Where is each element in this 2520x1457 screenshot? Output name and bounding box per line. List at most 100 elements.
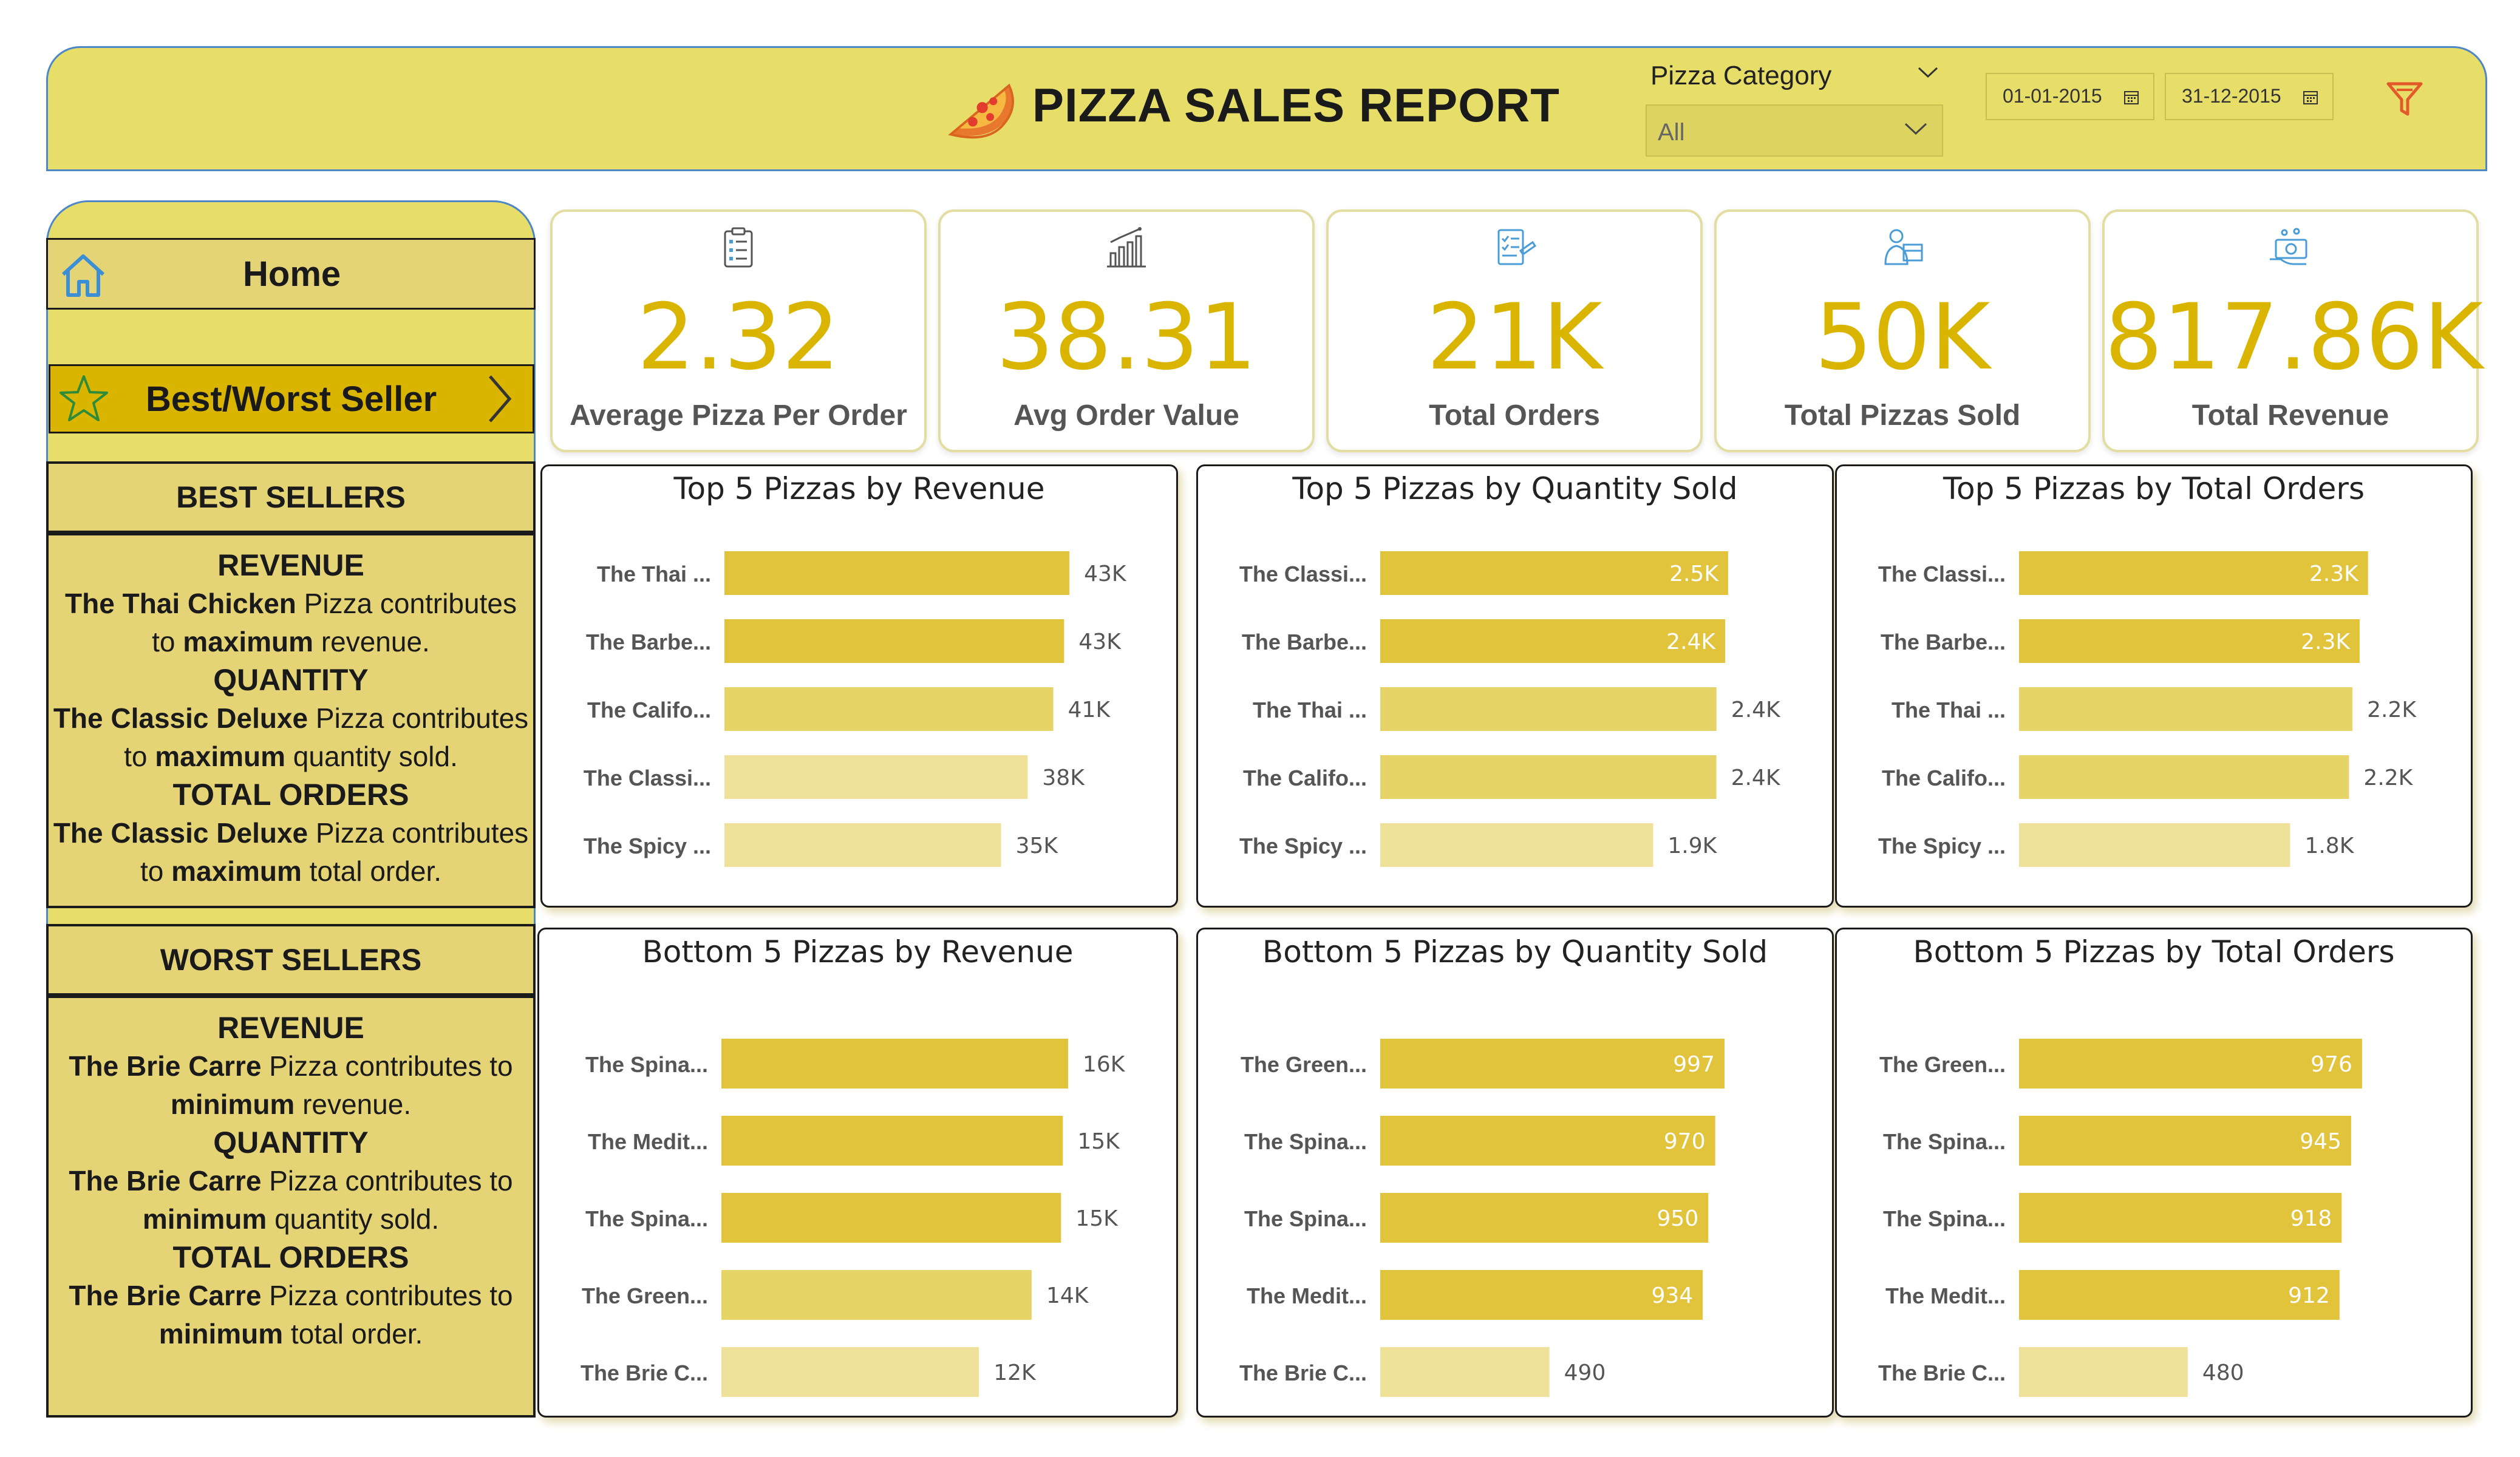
- home-button[interactable]: [46, 238, 536, 310]
- data-label: 15K: [1075, 1206, 1119, 1231]
- data-label: 2.5K: [1669, 562, 1719, 586]
- worst-sellers-title: WORST SELLERS: [160, 943, 422, 977]
- data-label: 2.4K: [1731, 766, 1781, 790]
- summary-text: Pizza contributes to: [261, 1050, 513, 1082]
- bar[interactable]: [724, 755, 1028, 799]
- delivery-person-icon: [1884, 229, 1923, 265]
- data-label: 41K: [1068, 698, 1111, 722]
- bar[interactable]: [2019, 1193, 2342, 1243]
- bar[interactable]: [2019, 823, 2290, 867]
- summary-emphasis: The Classic Deluxe: [53, 817, 308, 849]
- bar[interactable]: [1380, 1039, 1725, 1089]
- data-label: 976: [2311, 1052, 2352, 1077]
- data-label: 43K: [1084, 562, 1127, 586]
- worst-sellers-header: WORST SELLERS: [46, 924, 536, 996]
- summary-emphasis: The Classic Deluxe: [53, 702, 308, 734]
- category-label: The Thai ...: [1892, 698, 2006, 722]
- home-button-label[interactable]: Home: [243, 254, 341, 294]
- chevron-down-icon[interactable]: [1913, 61, 1943, 85]
- category-label: The Spina...: [1883, 1206, 2006, 1231]
- home-icon[interactable]: [56, 248, 111, 302]
- bar-chart: The Classi... 2.3K The Barbe... 2.3K The Tha…: [1878, 551, 2417, 867]
- data-label: 997: [1673, 1052, 1715, 1077]
- category-label: The Spina...: [1244, 1206, 1367, 1231]
- bar[interactable]: [1380, 1270, 1703, 1320]
- data-label: 950: [1657, 1206, 1699, 1231]
- data-label: 918: [2290, 1206, 2332, 1231]
- bar[interactable]: [2019, 1116, 2351, 1166]
- summary-text: to: [124, 741, 155, 772]
- bar[interactable]: [721, 1039, 1068, 1089]
- bar[interactable]: [721, 1116, 1063, 1166]
- summary-line: The Classic Deluxe Pizza contributes: [49, 814, 533, 852]
- data-label: 43K: [1078, 630, 1122, 654]
- bar[interactable]: [2019, 1347, 2188, 1397]
- summary-line: to maximum total order.: [49, 852, 533, 891]
- data-label: 480: [2202, 1360, 2244, 1385]
- category-label: The Brie C...: [581, 1360, 708, 1385]
- bar[interactable]: [1380, 755, 1717, 799]
- bar[interactable]: [2019, 755, 2349, 799]
- best-worst-seller-button[interactable]: [49, 364, 534, 433]
- bar-chart: The Classi... 2.5K The Barbe... 2.4K The Tha…: [1239, 551, 1781, 867]
- summary-line: The Brie Carre Pizza contributes to: [49, 1277, 533, 1315]
- bar[interactable]: [2019, 619, 2360, 663]
- chart-title: Bottom 5 Pizzas by Quantity Sold: [1262, 934, 1768, 970]
- chevron-right-icon[interactable]: [483, 372, 516, 426]
- category-label: The Medit...: [1247, 1283, 1367, 1308]
- calendar-icon[interactable]: [2302, 89, 2319, 106]
- bar[interactable]: [1380, 551, 1728, 595]
- category-label: The Barbe...: [1881, 630, 2006, 654]
- start-date-value: 01-01-2015: [2003, 85, 2102, 107]
- bar[interactable]: [1380, 619, 1726, 663]
- bar[interactable]: [1380, 823, 1653, 867]
- data-label: 38K: [1042, 766, 1085, 790]
- summary-emphasis: The Thai Chicken: [65, 588, 296, 619]
- kpi-label: Total Pizzas Sold: [1784, 399, 2021, 432]
- bar[interactable]: [2019, 551, 2368, 595]
- bar[interactable]: [1380, 1193, 1709, 1243]
- kpi-card-total-pizzas-sold: 50K Total Pizzas Sold: [1714, 209, 2091, 452]
- start-date-picker[interactable]: 01-01-2015: [1986, 73, 2154, 120]
- bar[interactable]: [721, 1347, 979, 1397]
- best-sellers-summary: REVENUE The Thai Chicken Pizza contribute…: [46, 533, 536, 908]
- calendar-icon[interactable]: [2123, 89, 2140, 106]
- category-label: The Green...: [1241, 1052, 1367, 1077]
- best-worst-seller-label[interactable]: Best/Worst Seller: [146, 379, 437, 419]
- summary-heading: QUANTITY: [213, 1126, 369, 1160]
- kpi-value: 21K: [1426, 285, 1602, 390]
- data-label: 12K: [993, 1360, 1037, 1385]
- summary-line: The Brie Carre Pizza contributes to: [49, 1047, 533, 1085]
- category-label: The Brie C...: [1239, 1360, 1367, 1385]
- bar[interactable]: [1380, 1347, 1550, 1397]
- summary-heading: TOTAL ORDERS: [172, 778, 409, 812]
- summary-text: revenue.: [295, 1089, 412, 1120]
- filter-icon[interactable]: [2383, 78, 2426, 120]
- page-title: PIZZA SALES REPORT: [1032, 78, 1560, 132]
- pizza-slice-icon: [948, 83, 1014, 139]
- bar[interactable]: [724, 823, 1001, 867]
- bar[interactable]: [2019, 1270, 2340, 1320]
- summary-text: Pizza contributes: [296, 588, 517, 619]
- summary-text: to: [140, 855, 172, 887]
- category-dropdown[interactable]: [1646, 104, 1943, 157]
- summary-text: Pizza contributes: [308, 702, 529, 734]
- bar[interactable]: [724, 619, 1064, 663]
- bar[interactable]: [1380, 687, 1717, 731]
- summary-line: to maximum revenue.: [49, 623, 533, 661]
- bar[interactable]: [721, 1270, 1032, 1320]
- summary-text: to: [152, 626, 183, 657]
- summary-text: quantity sold.: [267, 1203, 440, 1235]
- bar[interactable]: [724, 551, 1070, 595]
- dropdown-chevron-icon[interactable]: [1901, 117, 1931, 141]
- bar-chart: The Thai ... 43K The Barbe... 43K The Califo…: [584, 551, 1127, 867]
- category-label: The Classi...: [1239, 562, 1367, 586]
- bar[interactable]: [721, 1193, 1061, 1243]
- bar[interactable]: [1380, 1116, 1715, 1166]
- category-filter-label: Pizza Category: [1650, 61, 1832, 90]
- bar[interactable]: [2019, 687, 2353, 731]
- bar[interactable]: [2019, 1039, 2362, 1089]
- summary-emphasis: maximum: [183, 626, 314, 657]
- end-date-picker[interactable]: 31-12-2015: [2165, 73, 2334, 120]
- bar[interactable]: [724, 687, 1054, 731]
